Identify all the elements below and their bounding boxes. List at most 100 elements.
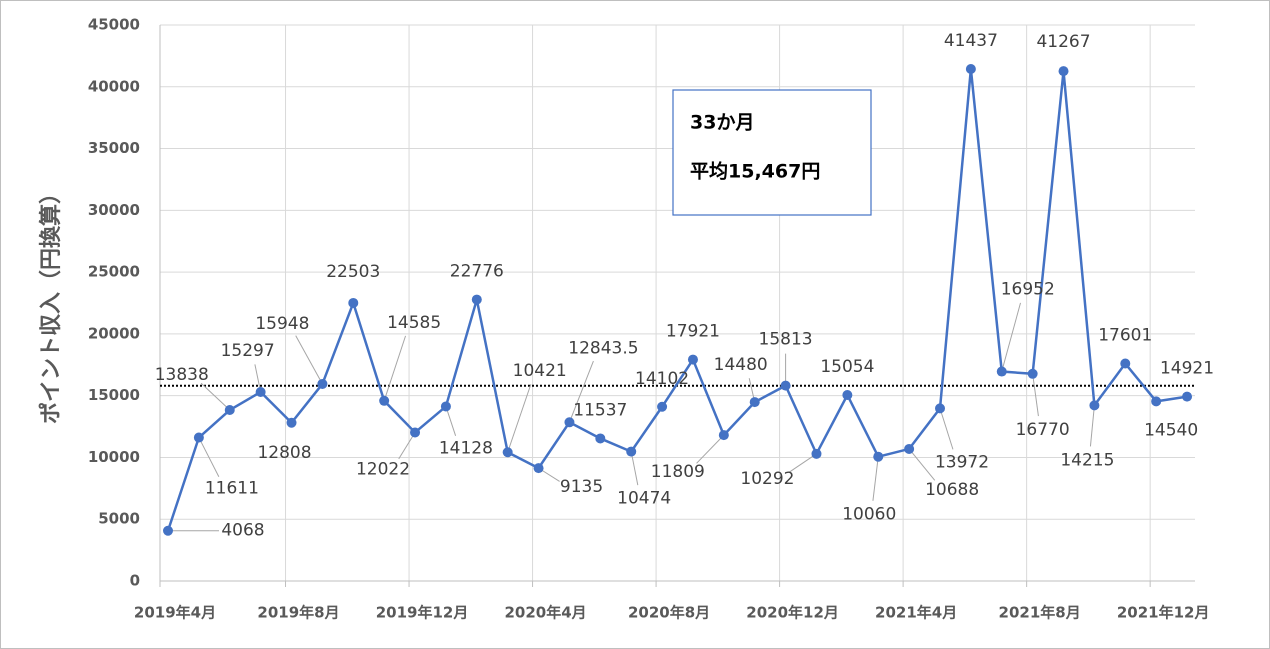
data-label: 12808 xyxy=(257,443,311,463)
data-label: 14585 xyxy=(387,313,441,333)
annotation-box xyxy=(672,89,872,216)
data-label: 11809 xyxy=(651,462,705,482)
y-tick-label: 5000 xyxy=(98,510,140,528)
y-tick-label: 10000 xyxy=(88,448,140,466)
data-label: 41437 xyxy=(944,31,998,51)
data-point xyxy=(193,432,204,443)
y-tick-label: 30000 xyxy=(88,201,140,219)
data-point xyxy=(471,294,482,305)
data-point xyxy=(502,447,513,458)
data-point xyxy=(687,354,698,365)
data-label: 15948 xyxy=(255,314,309,334)
data-label: 13972 xyxy=(935,452,989,472)
series-line xyxy=(166,68,1188,532)
leader-line xyxy=(788,453,817,473)
data-label: 10060 xyxy=(842,505,896,525)
y-tick-label: 20000 xyxy=(88,324,140,342)
data-point xyxy=(657,401,668,412)
x-tick-label: 2021年12月 xyxy=(1117,604,1210,622)
data-label: 10688 xyxy=(925,480,979,500)
data-point xyxy=(904,443,915,454)
data-point xyxy=(811,448,822,459)
data-point xyxy=(1151,396,1162,407)
data-point xyxy=(749,397,760,408)
leader-line xyxy=(295,335,323,385)
data-point xyxy=(780,380,791,391)
data-label: 22503 xyxy=(326,262,380,282)
data-point xyxy=(286,417,297,428)
data-label: 14540 xyxy=(1144,420,1198,440)
y-tick-label: 40000 xyxy=(88,77,140,95)
data-point xyxy=(1182,391,1193,402)
data-label: 41267 xyxy=(1036,32,1090,52)
data-label: 10292 xyxy=(740,469,794,489)
leader-line xyxy=(198,437,220,478)
x-tick-label: 2021年4月 xyxy=(875,604,957,622)
data-point xyxy=(348,297,359,308)
data-point xyxy=(935,403,945,414)
leader-line xyxy=(908,448,936,481)
leader-line xyxy=(507,384,532,453)
data-point xyxy=(533,463,544,474)
data-point xyxy=(440,401,451,412)
data-point xyxy=(379,395,390,406)
leader-line xyxy=(445,406,457,436)
y-tick-label: 45000 xyxy=(88,16,140,34)
data-label: 12022 xyxy=(356,459,410,479)
data-label: 13838 xyxy=(155,365,209,385)
leader-line xyxy=(872,456,879,501)
leader-line xyxy=(383,335,407,401)
leader-line xyxy=(939,408,954,450)
leader-line xyxy=(568,360,594,423)
data-label: 10474 xyxy=(617,489,671,509)
y-tick-label: 0 xyxy=(130,572,140,590)
data-point xyxy=(718,430,729,441)
leader-line xyxy=(630,451,639,486)
data-point xyxy=(410,427,421,438)
data-point xyxy=(1089,400,1100,411)
data-label: 17601 xyxy=(1098,326,1152,346)
data-label: 9135 xyxy=(560,477,603,497)
annotation: 33か月 xyxy=(690,112,754,134)
x-tick-label: 2020年4月 xyxy=(504,604,586,622)
x-tick-label: 2019年12月 xyxy=(376,604,469,622)
data-label: 22776 xyxy=(450,262,504,282)
data-point xyxy=(317,378,328,389)
data-point xyxy=(1027,368,1038,379)
leader-line xyxy=(1032,373,1039,417)
data-label: 17921 xyxy=(666,322,720,342)
data-label: 15297 xyxy=(221,341,275,361)
data-label: 15054 xyxy=(820,357,874,377)
data-point xyxy=(626,446,637,457)
data-label: 14102 xyxy=(635,369,689,389)
leader-line xyxy=(398,432,416,460)
annotation: 平均15,467円 xyxy=(690,160,820,183)
x-tick-label: 2021年8月 xyxy=(999,604,1081,622)
data-point xyxy=(564,417,575,428)
data-label: 14480 xyxy=(714,355,768,375)
data-label: 16952 xyxy=(1001,280,1055,300)
data-point xyxy=(1058,66,1069,77)
data-point xyxy=(842,389,853,400)
data-point xyxy=(595,433,606,444)
x-tick-label: 2020年12月 xyxy=(746,604,839,622)
data-label: 15813 xyxy=(759,330,813,350)
data-label: 14128 xyxy=(439,438,493,458)
data-label: 12843.5 xyxy=(568,338,638,358)
data-point xyxy=(1120,358,1131,369)
leader-line xyxy=(1089,405,1095,447)
leader-line xyxy=(1001,302,1021,372)
x-tick-label: 2019年8月 xyxy=(257,604,339,622)
data-point xyxy=(255,386,266,397)
leader-line xyxy=(696,434,725,464)
data-label: 11611 xyxy=(205,479,259,499)
data-point xyxy=(163,525,173,536)
data-label: 10421 xyxy=(513,361,567,381)
data-label: 11537 xyxy=(573,400,627,420)
data-label: 14215 xyxy=(1060,450,1114,470)
x-tick-label: 2019年4月 xyxy=(134,604,216,622)
y-tick-label: 15000 xyxy=(88,386,140,404)
data-point xyxy=(965,64,976,75)
